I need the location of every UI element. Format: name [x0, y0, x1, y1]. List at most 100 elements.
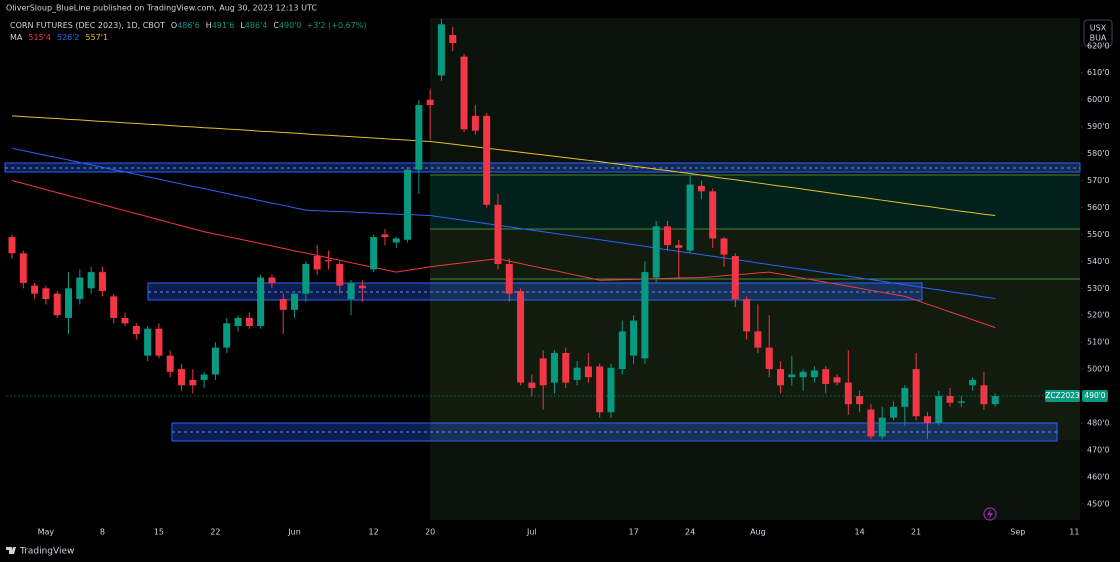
- candle-body: [550, 352, 558, 383]
- x-tick-label: May: [38, 528, 55, 537]
- candle-body: [42, 288, 50, 300]
- candle-body: [144, 328, 152, 356]
- currency[interactable]: USX: [1090, 24, 1107, 33]
- zones: [4, 162, 1081, 442]
- y-tick-label: 560'0: [1087, 203, 1110, 212]
- candle-body: [449, 35, 457, 44]
- candle-body: [110, 296, 118, 318]
- ma-label: MA: [10, 33, 23, 42]
- candle-body: [867, 409, 875, 437]
- candle-body: [437, 24, 445, 76]
- candle-body: [132, 326, 140, 335]
- candle-body: [31, 285, 39, 294]
- candle-body: [426, 99, 434, 106]
- candle-body: [370, 237, 378, 270]
- candle-body: [257, 277, 265, 327]
- legend-key: H: [206, 21, 212, 30]
- candle-body: [777, 369, 785, 386]
- candle-body: [494, 204, 502, 265]
- candle-body: [155, 328, 163, 356]
- legend-value: 486'4: [245, 21, 268, 30]
- price-label: 490'0: [1084, 391, 1105, 400]
- currency-box[interactable]: [1083, 19, 1113, 47]
- candle-body: [562, 352, 570, 383]
- candle-body: [53, 293, 61, 316]
- legend-value: 491'6: [212, 21, 235, 30]
- candle-body: [935, 396, 943, 424]
- y-tick-label: 570'0: [1087, 176, 1110, 185]
- candle-body: [381, 234, 389, 238]
- candle-body: [799, 371, 807, 378]
- candle-body: [697, 185, 705, 192]
- candle-body: [743, 299, 751, 332]
- event-icon[interactable]: [983, 507, 997, 521]
- legend-key: O: [171, 21, 177, 30]
- candle-body: [234, 317, 242, 327]
- candle-body: [596, 366, 604, 413]
- y-tick-label: 520'0: [1087, 311, 1110, 320]
- y-tick-label: 460'0: [1087, 472, 1110, 481]
- candle-body: [844, 382, 852, 405]
- candle-body: [279, 299, 287, 310]
- candle-body: [890, 406, 898, 418]
- x-tick-label: 17: [628, 528, 638, 537]
- y-tick-label: 470'0: [1087, 445, 1110, 454]
- candle-body: [901, 387, 909, 407]
- legend-key: L: [240, 21, 245, 30]
- candle-body: [788, 374, 796, 378]
- candle-body: [483, 115, 491, 205]
- logo-mark: [6, 547, 16, 554]
- publisher: OliverSloup_BlueLine published on Tradin…: [6, 4, 317, 13]
- candle-body: [313, 255, 321, 270]
- moving-average: [11, 147, 996, 300]
- x-tick-label: Aug: [750, 528, 766, 537]
- candle-body: [189, 379, 197, 386]
- candle-body: [641, 272, 649, 359]
- candle-body: [878, 417, 886, 437]
- candle-body: [765, 347, 773, 370]
- candle-body: [505, 264, 513, 294]
- candle-body: [709, 191, 717, 239]
- legend-change: +3'2 (+0.67%): [307, 21, 367, 30]
- highlight-band: [430, 175, 1080, 229]
- candle-body: [618, 331, 626, 370]
- candle-body: [87, 272, 95, 289]
- plot: [6, 18, 1080, 440]
- currency[interactable]: BUA: [1090, 34, 1107, 43]
- x-tick-label: 24: [685, 528, 695, 537]
- candle-body: [912, 369, 920, 417]
- y-tick-label: 510'0: [1087, 338, 1110, 347]
- ma-value: 515'4: [28, 33, 51, 42]
- y-tick-label: 500'0: [1087, 365, 1110, 374]
- candle-body: [358, 285, 366, 289]
- candle-body: [754, 331, 762, 348]
- y-tick-label: 580'0: [1087, 149, 1110, 158]
- x-tick-label: Jun: [287, 528, 301, 537]
- candle-body: [573, 367, 581, 380]
- y-tick-label: 600'0: [1087, 95, 1110, 104]
- candle-body: [65, 288, 73, 318]
- legend-value: 490'0: [279, 21, 302, 30]
- candle-body: [957, 401, 965, 403]
- y-tick-label: 530'0: [1087, 284, 1110, 293]
- legend-value: 486'6: [177, 21, 200, 30]
- candle-body: [686, 184, 694, 251]
- event-icon[interactable]: [987, 509, 993, 519]
- ma-legend: MA 515'4 526'2 557'1: [10, 33, 108, 42]
- x-tick-label: 21: [911, 528, 921, 537]
- candle-body: [652, 226, 660, 278]
- x-tick-label: 14: [855, 528, 865, 537]
- candle-body: [291, 293, 299, 310]
- x-tick-label: 8: [100, 528, 105, 537]
- candle-body: [404, 169, 412, 240]
- x-tick-label: 11: [1069, 528, 1079, 537]
- candle-body: [822, 369, 830, 384]
- candle-body: [946, 396, 954, 403]
- x-tick-label: Jul: [526, 528, 537, 537]
- candle-body: [211, 347, 219, 375]
- candle-body: [347, 282, 355, 300]
- candle-body: [98, 272, 106, 291]
- candle-body: [178, 369, 186, 386]
- ma-value: 557'1: [86, 33, 109, 42]
